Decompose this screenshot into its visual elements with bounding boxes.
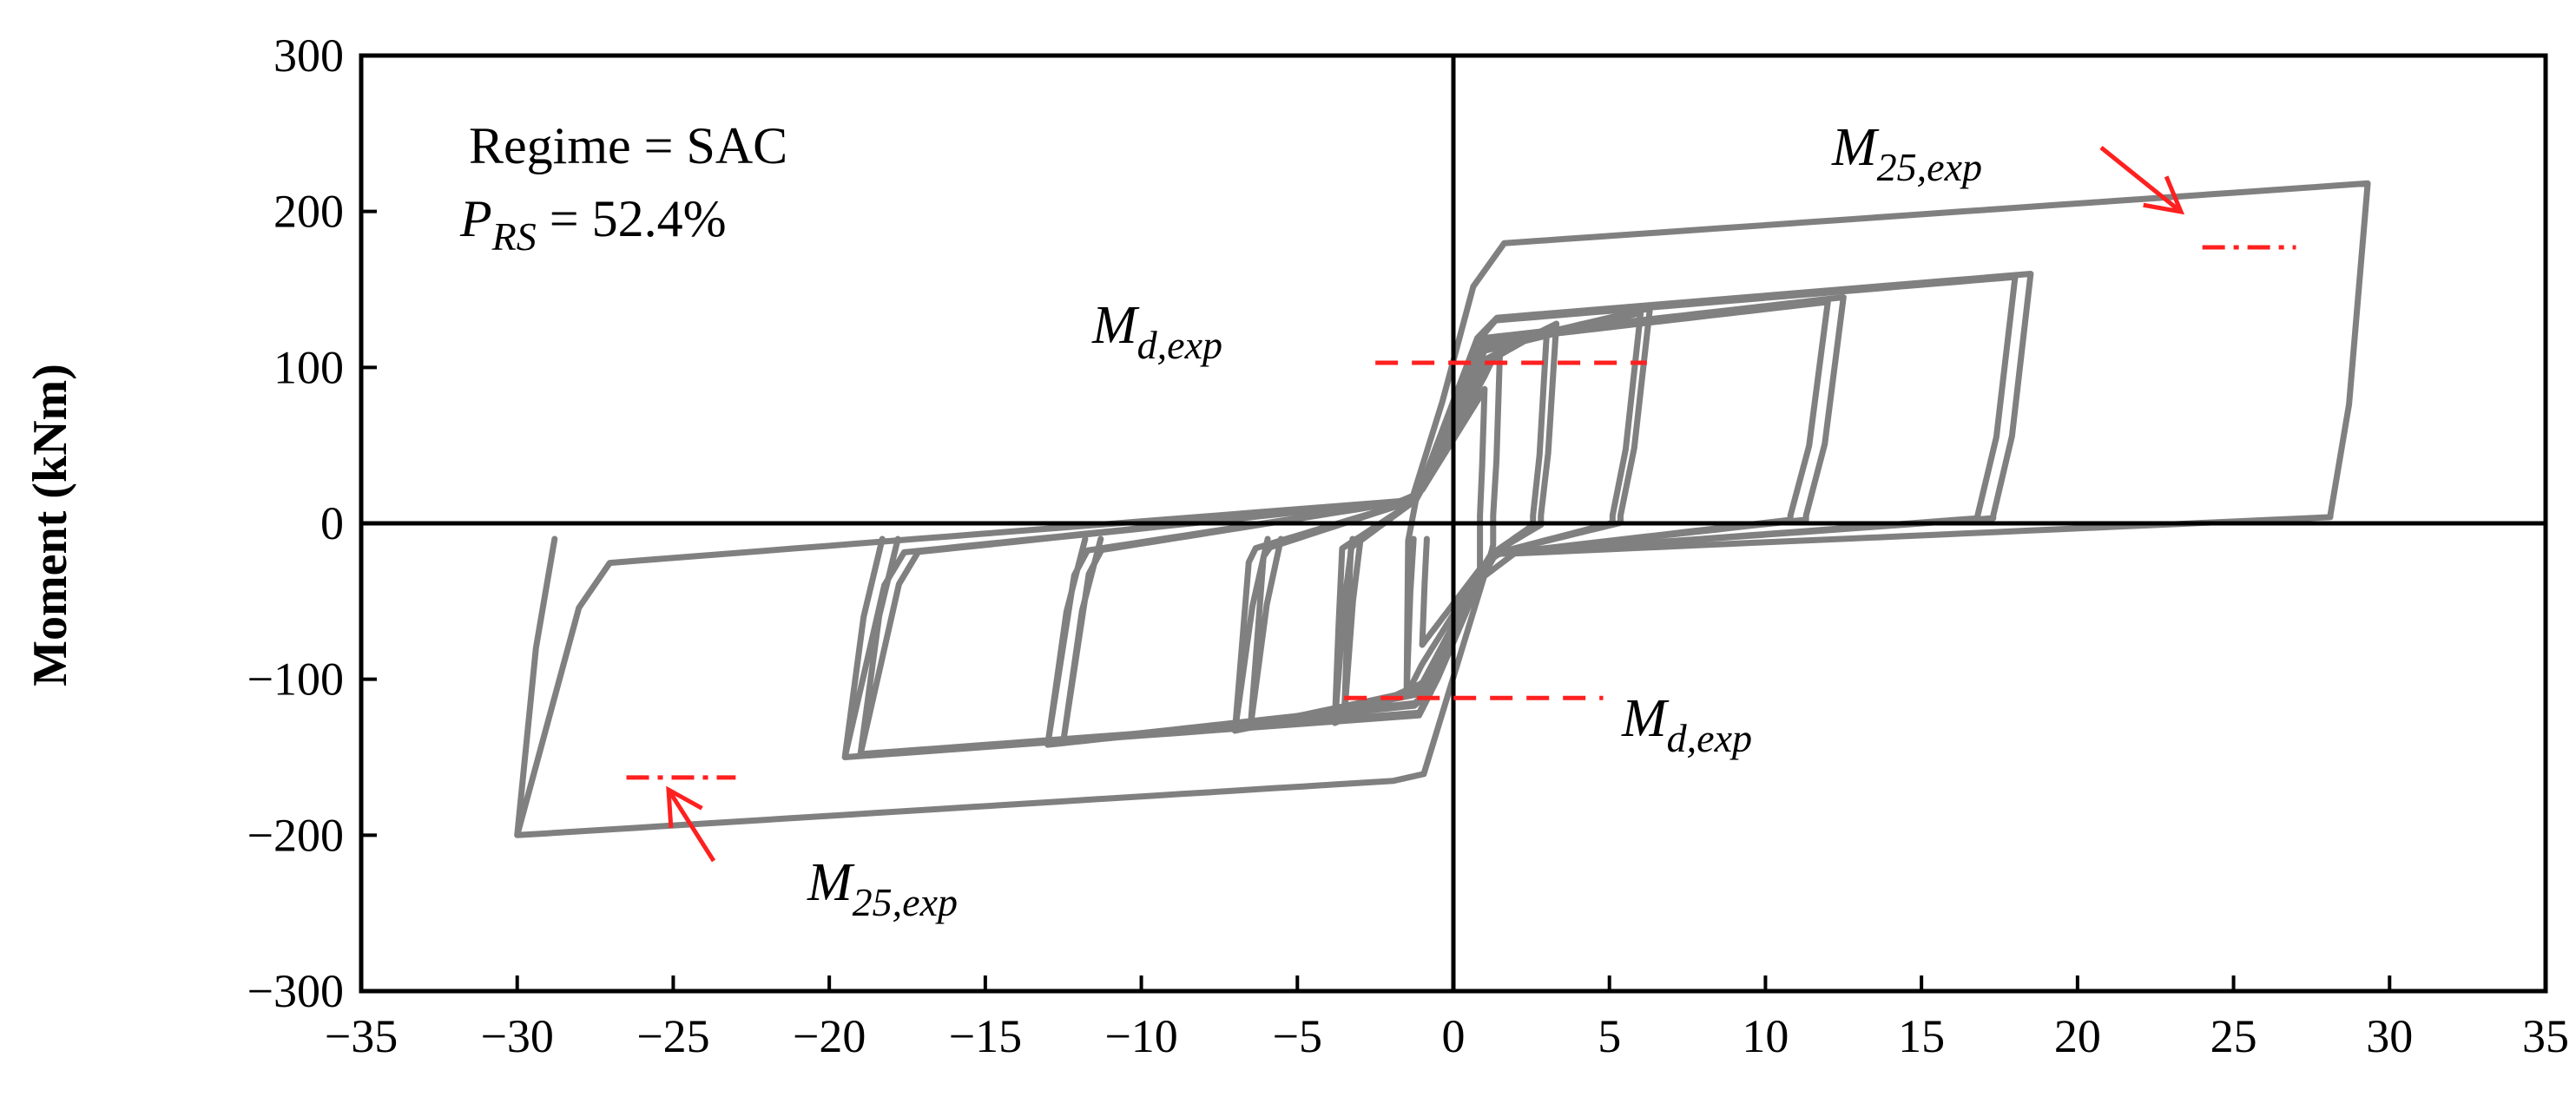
x-tick-label: −5 xyxy=(1273,1010,1322,1062)
x-tick-label: −25 xyxy=(636,1010,709,1062)
x-tick-label: 35 xyxy=(2522,1010,2569,1062)
hysteresis-loop-8 xyxy=(1044,294,1847,748)
y-tick-label: −200 xyxy=(247,809,344,861)
x-tick-label: −15 xyxy=(949,1010,1022,1062)
md-label-negative-subscript: d,exp xyxy=(1667,716,1752,760)
m25-positive-arrow xyxy=(2099,146,2185,215)
y-tick-label: −100 xyxy=(247,654,344,706)
reference-markers xyxy=(626,146,2296,863)
x-tick-label: −10 xyxy=(1104,1010,1177,1062)
axis-ticks: −35 −30 −25 −20 −15 −10 −5 0 5 10 15 20 25 30 35 −300 −2… xyxy=(247,30,2569,1062)
hysteresis-loops xyxy=(514,180,2371,838)
y-tick-label: −300 xyxy=(247,965,344,1017)
md-label-negative: Md,exp xyxy=(1621,689,1752,760)
y-axis-label: Moment (kNm) xyxy=(23,364,77,686)
md-label-positive-subscript: d,exp xyxy=(1137,323,1222,367)
y-tick-label: 0 xyxy=(320,497,344,549)
x-tick-label: 5 xyxy=(1598,1010,1621,1062)
y-tick-label: 200 xyxy=(273,186,344,238)
x-tick-label: 10 xyxy=(1742,1010,1789,1062)
prs-annotation: PRS = 52.4% xyxy=(459,190,727,259)
m25-label-negative: M25,exp xyxy=(807,853,958,924)
x-tick-label: 30 xyxy=(2366,1010,2413,1062)
m25-label-positive-subscript: 25,exp xyxy=(1877,145,1982,189)
m25-label-positive: M25,exp xyxy=(1831,118,1982,189)
prs-subscript: RS xyxy=(491,214,537,259)
x-tick-label: 15 xyxy=(1898,1010,1945,1062)
x-tick-label: −30 xyxy=(480,1010,553,1062)
m25-label-positive-symbol: M xyxy=(1831,118,1880,177)
hysteresis-loop-11 xyxy=(514,180,2371,838)
regime-annotation: Regime = SAC xyxy=(469,117,787,174)
m25-label-negative-subscript: 25,exp xyxy=(853,880,958,924)
m25-negative-arrow xyxy=(666,785,716,863)
x-tick-label: −20 xyxy=(793,1010,866,1062)
y-tick-label: 300 xyxy=(273,30,344,82)
x-tick-label: 20 xyxy=(2054,1010,2101,1062)
hysteresis-loop-10 xyxy=(841,271,2034,760)
prs-value: = 52.4% xyxy=(537,190,727,247)
x-tick-label: 25 xyxy=(2210,1010,2257,1062)
md-label-negative-symbol: M xyxy=(1621,689,1670,748)
md-label-positive: Md,exp xyxy=(1091,296,1222,367)
x-tick-label: 0 xyxy=(1442,1010,1466,1062)
x-tick-label: −35 xyxy=(325,1010,398,1062)
md-label-positive-symbol: M xyxy=(1091,296,1140,355)
y-tick-label: 100 xyxy=(273,341,344,393)
prs-symbol: P xyxy=(459,190,492,247)
m25-label-negative-symbol: M xyxy=(807,853,855,912)
